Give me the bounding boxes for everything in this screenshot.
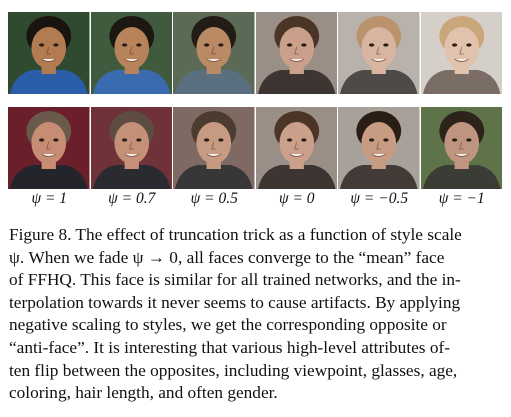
face-image [8, 107, 90, 189]
caption-line: “anti-face”. It is interesting that vari… [9, 337, 450, 357]
caption-line: coloring, hair length, and often gender. [9, 383, 278, 403]
caption-line: Figure 8. The effect of truncation trick… [9, 225, 462, 244]
psi-label: ψ = −1 [438, 190, 485, 207]
figure-caption: Figure 8. The effect of truncation trick… [9, 224, 503, 405]
face-grid [8, 12, 503, 189]
caption-line: ψ. When we fade ψ → 0, all faces converg… [9, 247, 445, 267]
psi-labels: ψ = 1 ψ = 0.7 ψ = 0.5 ψ = 0 ψ = −0.5 ψ =… [8, 190, 503, 208]
psi-label: ψ = 0.7 [108, 190, 156, 207]
psi-label: ψ = −0.5 [350, 190, 409, 207]
caption-line: negative scaling to styles, we get the c… [9, 315, 447, 335]
face-image [255, 107, 337, 189]
face-image [173, 12, 255, 94]
face-image [338, 12, 420, 94]
psi-label: ψ = 1 [31, 190, 68, 207]
face-image [8, 12, 90, 94]
face-image [90, 12, 172, 94]
caption-line: ten flip between the opposites, includin… [9, 360, 458, 380]
psi-label: ψ = 0 [278, 190, 315, 207]
face-row-2 [8, 107, 503, 189]
face-image [420, 12, 502, 94]
face-image [255, 12, 337, 94]
face-image [90, 107, 172, 189]
face-image [173, 107, 255, 189]
psi-label: ψ = 0.5 [190, 190, 238, 207]
caption-line: of FFHQ. This face is similar for all tr… [9, 270, 461, 290]
face-row-1 [8, 12, 503, 94]
face-image [338, 107, 420, 189]
caption-line: terpolation towards it never seems to ca… [9, 292, 461, 312]
face-image [420, 107, 502, 189]
